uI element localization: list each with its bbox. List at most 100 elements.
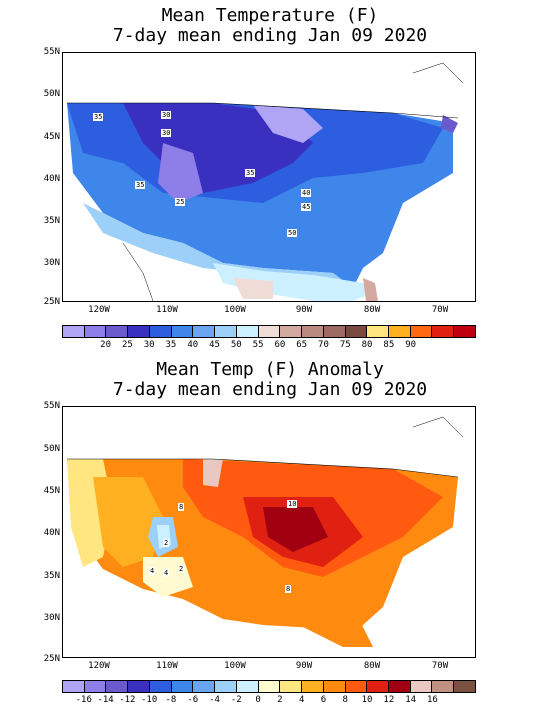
legend-swatch [193, 326, 216, 337]
panel1-map: 35 30 30 35 25 35 40 45 50 [62, 52, 476, 302]
legend-swatch [345, 326, 368, 337]
legend-swatch [258, 326, 281, 337]
panel1-map-svg [67, 62, 464, 301]
panel2-contour-label: 4 [149, 567, 156, 575]
panel2-map-svg [67, 416, 464, 647]
legend-swatch [106, 681, 129, 692]
panel2-title-line1: Mean Temp (F) Anomaly [156, 359, 384, 380]
legend-tick-label: 90 [405, 340, 417, 350]
legend-tick-label: 0 [255, 695, 261, 705]
legend-swatch [389, 681, 411, 692]
panel1-contour-label: 35 [93, 113, 104, 121]
legend-tick-label: -6 [187, 695, 199, 705]
panel1-contour-label: 35 [245, 169, 256, 177]
legend-tick-label: 2 [277, 695, 283, 705]
panel2-contour-label: 8 [178, 503, 185, 511]
panel1-lat-label: 35N [43, 216, 60, 226]
legend-tick-label: 30 [143, 340, 155, 350]
panel2-contour-label: 8 [285, 585, 292, 593]
legend-tick-label: 10 [361, 695, 373, 705]
legend-swatch [302, 681, 324, 692]
panel1-title-line1: Mean Temperature (F) [161, 5, 379, 26]
legend-swatch [258, 681, 281, 692]
panel1-lat-label: 25N [43, 297, 60, 307]
legend-swatch [389, 326, 411, 337]
panel1-lat-label: 45N [43, 132, 60, 142]
panel2-contour-label: 4 [163, 569, 170, 577]
panel2-contour-label: 2 [163, 539, 170, 547]
legend-tick-label: 35 [165, 340, 177, 350]
panel1-lon-label: 120W [88, 305, 110, 315]
legend-swatch [323, 681, 346, 692]
legend-swatch [215, 326, 237, 337]
legend-swatch [128, 326, 150, 337]
panel2-title-line2: 7-day mean ending Jan 09 2020 [112, 379, 428, 400]
legend-swatch [280, 326, 303, 337]
legend-tick-label: 16 [426, 695, 438, 705]
panel1-lon-label: 110W [156, 305, 178, 315]
legend-swatch [63, 326, 85, 337]
legend-tick-label: 14 [405, 695, 417, 705]
panel1-lat-label: 55N [43, 47, 60, 57]
legend-tick-label: 4 [298, 695, 305, 705]
legend-swatch [280, 681, 303, 692]
panel1-contour-label: 45 [301, 203, 312, 211]
legend-swatch [171, 326, 194, 337]
panel2-lon-label: 70W [431, 661, 449, 671]
legend-tick-label: 12 [383, 695, 395, 705]
legend-tick-label: -4 [209, 695, 220, 705]
legend-swatch [367, 681, 390, 692]
panel2-lat-label: 25N [43, 654, 60, 664]
legend-swatch [432, 681, 455, 692]
legend-tick-label: -14 [97, 695, 114, 705]
legend-tick-label: 20 [100, 340, 111, 350]
legend-tick-label: 60 [274, 340, 286, 350]
legend-tick-label: -12 [119, 695, 136, 705]
legend-swatch [410, 681, 433, 692]
panel2-color-legend [62, 680, 476, 693]
panel1-contour-label: 25 [175, 198, 186, 206]
legend-swatch [410, 326, 433, 337]
panel2-lon-label: 90W [295, 661, 313, 671]
panel1-color-legend [62, 325, 476, 338]
legend-tick-label: 80 [361, 340, 373, 350]
legend-swatch [193, 681, 216, 692]
legend-tick-label: 6 [320, 695, 327, 705]
legend-swatch [149, 326, 172, 337]
panel2-lon-label: 120W [88, 661, 110, 671]
legend-swatch [454, 681, 475, 692]
legend-swatch [215, 681, 237, 692]
legend-tick-label: 55 [252, 340, 264, 350]
legend-swatch [128, 681, 150, 692]
panel2-lon-label: 80W [363, 661, 381, 671]
panel2-lat-label: 40N [43, 528, 60, 538]
legend-tick-label: -2 [230, 695, 242, 705]
legend-tick-label: -8 [165, 695, 177, 705]
legend-swatch [302, 326, 324, 337]
legend-tick-label: -16 [75, 695, 92, 705]
legend-swatch [84, 681, 107, 692]
panel2-map: 8 10 2 4 4 2 8 [62, 406, 476, 658]
panel2-lat-label: 45N [43, 486, 60, 496]
panel1-lat-label: 30N [43, 258, 60, 268]
legend-swatch [106, 326, 129, 337]
panel1-lat-label: 50N [43, 89, 60, 99]
panel1-title-line2: 7-day mean ending Jan 09 2020 [112, 25, 428, 46]
legend-tick-label: -10 [141, 695, 158, 705]
panel2-lat-label: 55N [43, 401, 60, 411]
panel1-contour-label: 30 [161, 129, 172, 137]
legend-swatch [63, 681, 85, 692]
legend-swatch [345, 681, 368, 692]
panel2-lat-label: 50N [43, 444, 60, 454]
panel1-contour-label: 30 [161, 111, 172, 119]
panel1-lon-label: 100W [224, 305, 246, 315]
legend-swatch [432, 326, 455, 337]
legend-tick-label: 70 [318, 340, 329, 350]
legend-swatch [171, 681, 194, 692]
panel2-lon-label: 100W [224, 661, 246, 671]
legend-swatch [454, 326, 475, 337]
panel1-contour-label: 40 [301, 189, 312, 197]
legend-tick-label: 25 [121, 340, 133, 350]
legend-swatch [323, 326, 346, 337]
panel2-lon-label: 110W [156, 661, 178, 671]
